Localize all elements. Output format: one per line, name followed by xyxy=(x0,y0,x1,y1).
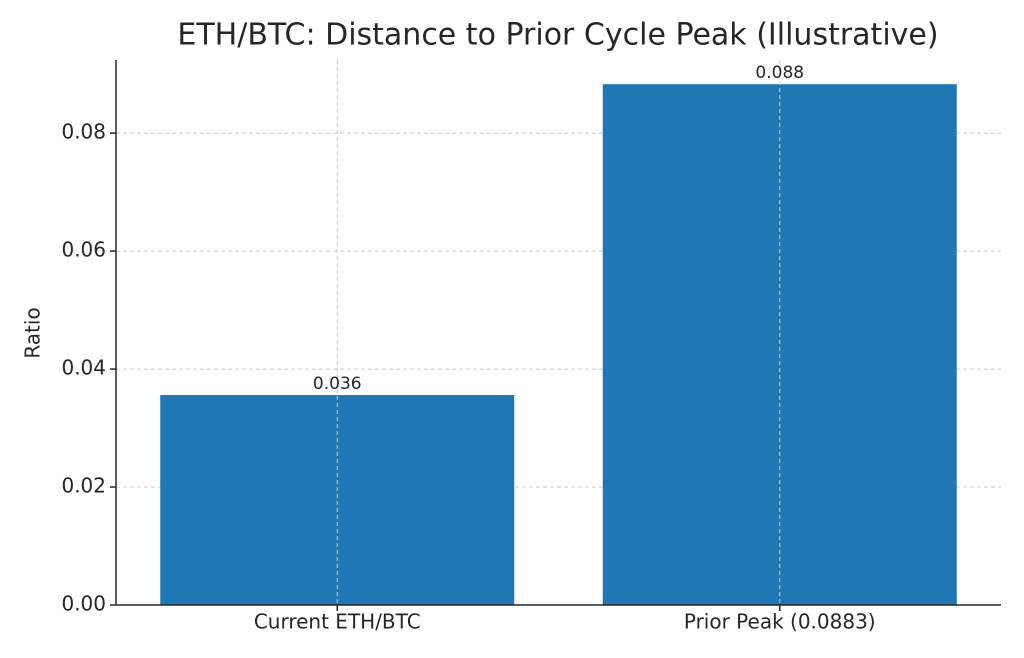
bar xyxy=(160,395,515,605)
y-tick-label: 0.00 xyxy=(61,592,106,616)
y-tick-label: 0.02 xyxy=(61,474,106,498)
value-label: 0.036 xyxy=(313,374,362,394)
bar xyxy=(602,84,957,605)
x-tick-label: Current ETH/BTC xyxy=(254,610,421,634)
x-tick-label: Prior Peak (0.0883) xyxy=(684,610,876,634)
y-axis-label: Ratio xyxy=(21,307,45,358)
y-tick-label: 0.08 xyxy=(61,120,106,144)
y-tick-label: 0.04 xyxy=(61,356,106,380)
chart-title: ETH/BTC: Distance to Prior Cycle Peak (I… xyxy=(177,18,938,53)
y-tick-label: 0.06 xyxy=(61,238,106,262)
value-label: 0.088 xyxy=(755,63,804,83)
